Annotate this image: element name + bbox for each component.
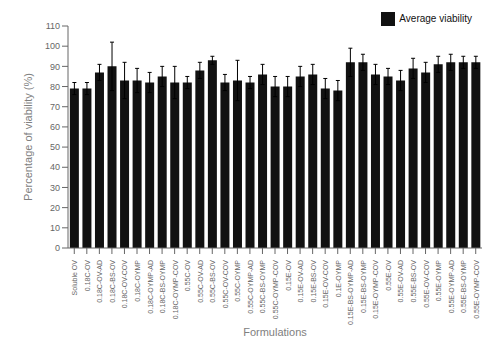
svg-text:0.55C-OYMP-COV: 0.55C-OYMP-COV [272, 260, 279, 319]
svg-text:60: 60 [50, 122, 60, 132]
svg-text:0.55C-OV: 0.55C-OV [184, 260, 191, 291]
svg-text:0.1E-OYMP: 0.1E-OYMP [335, 260, 342, 298]
svg-text:0.18C-OV: 0.18C-OV [84, 260, 91, 291]
svg-text:0.18C-OV-AD: 0.18C-OV-AD [96, 260, 103, 303]
svg-text:0.15E-BS-OYMP-AD: 0.15E-BS-OYMP-AD [347, 260, 354, 325]
svg-text:0.55E-OV-AD: 0.55E-OV-AD [397, 260, 404, 302]
svg-text:0.15E-OV-AD: 0.15E-OV-AD [297, 260, 304, 302]
svg-text:0.55E-OYMP-COV: 0.55E-OYMP-COV [473, 260, 480, 319]
svg-text:0.18C-BS-OYMP: 0.18C-BS-OYMP [159, 260, 166, 314]
svg-text:90: 90 [50, 62, 60, 72]
svg-text:0.55E-OYMP-AD: 0.55E-OYMP-AD [448, 260, 455, 313]
svg-text:50: 50 [50, 142, 60, 152]
svg-text:0.18C-OYMP-AD: 0.18C-OYMP-AD [147, 260, 154, 314]
svg-text:20: 20 [50, 203, 60, 213]
svg-text:Formulations: Formulations [243, 326, 307, 338]
svg-text:0.55C-BS-OV: 0.55C-BS-OV [209, 260, 216, 303]
svg-text:Soluble OV: Soluble OV [71, 260, 78, 296]
svg-text:0: 0 [55, 243, 60, 253]
svg-text:0.55C-OYMP-AD: 0.55C-OYMP-AD [247, 260, 254, 314]
svg-text:0.18C-BS-OV: 0.18C-BS-OV [109, 260, 116, 303]
svg-text:0.15E-OYMP-COV: 0.15E-OYMP-COV [372, 260, 379, 319]
svg-text:0.55C-OV-AD: 0.55C-OV-AD [197, 260, 204, 303]
svg-text:0.55E-BS-OV: 0.55E-BS-OV [410, 260, 417, 303]
html-text:Average viability: Average viability [399, 12, 472, 24]
svg-text:0.15E-BS-OYMP: 0.15E-BS-OYMP [360, 260, 367, 313]
svg-text:80: 80 [50, 82, 60, 92]
svg-text:0.18C-OV-COV: 0.18C-OV-COV [121, 260, 128, 309]
svg-text:0.18C-OYMP-COV: 0.18C-OYMP-COV [172, 260, 179, 319]
svg-text:0.15E-OV-COV: 0.15E-OV-COV [322, 260, 329, 308]
svg-text:70: 70 [50, 102, 60, 112]
svg-text:40: 40 [50, 162, 60, 172]
svg-text:0.55C-BS-OYMP: 0.55C-BS-OYMP [259, 260, 266, 314]
svg-text:100: 100 [45, 41, 60, 51]
svg-text:0.15E-BS-OV: 0.15E-BS-OV [310, 260, 317, 303]
svg-text:0.55C-OV-COV: 0.55C-OV-COV [222, 260, 229, 309]
svg-text:0.55C-OYMP: 0.55C-OYMP [234, 260, 241, 302]
svg-text:10: 10 [50, 223, 60, 233]
svg-text:0.55E-BS-OYMP: 0.55E-BS-OYMP [460, 260, 467, 313]
svg-text:30: 30 [50, 183, 60, 193]
svg-text:110: 110 [46, 21, 60, 31]
svg-text:Percentage of viability (%): Percentage of viability (%) [22, 73, 34, 201]
svg-text:0.18C-OYMP: 0.18C-OYMP [134, 260, 141, 302]
svg-text:0.55E-OYMP: 0.55E-OYMP [435, 260, 442, 302]
svg-text:0.55E-OV: 0.55E-OV [385, 260, 392, 291]
svg-text:0.55E-OV-COV: 0.55E-OV-COV [423, 260, 430, 308]
svg-text:0.15E-OV: 0.15E-OV [285, 260, 292, 291]
